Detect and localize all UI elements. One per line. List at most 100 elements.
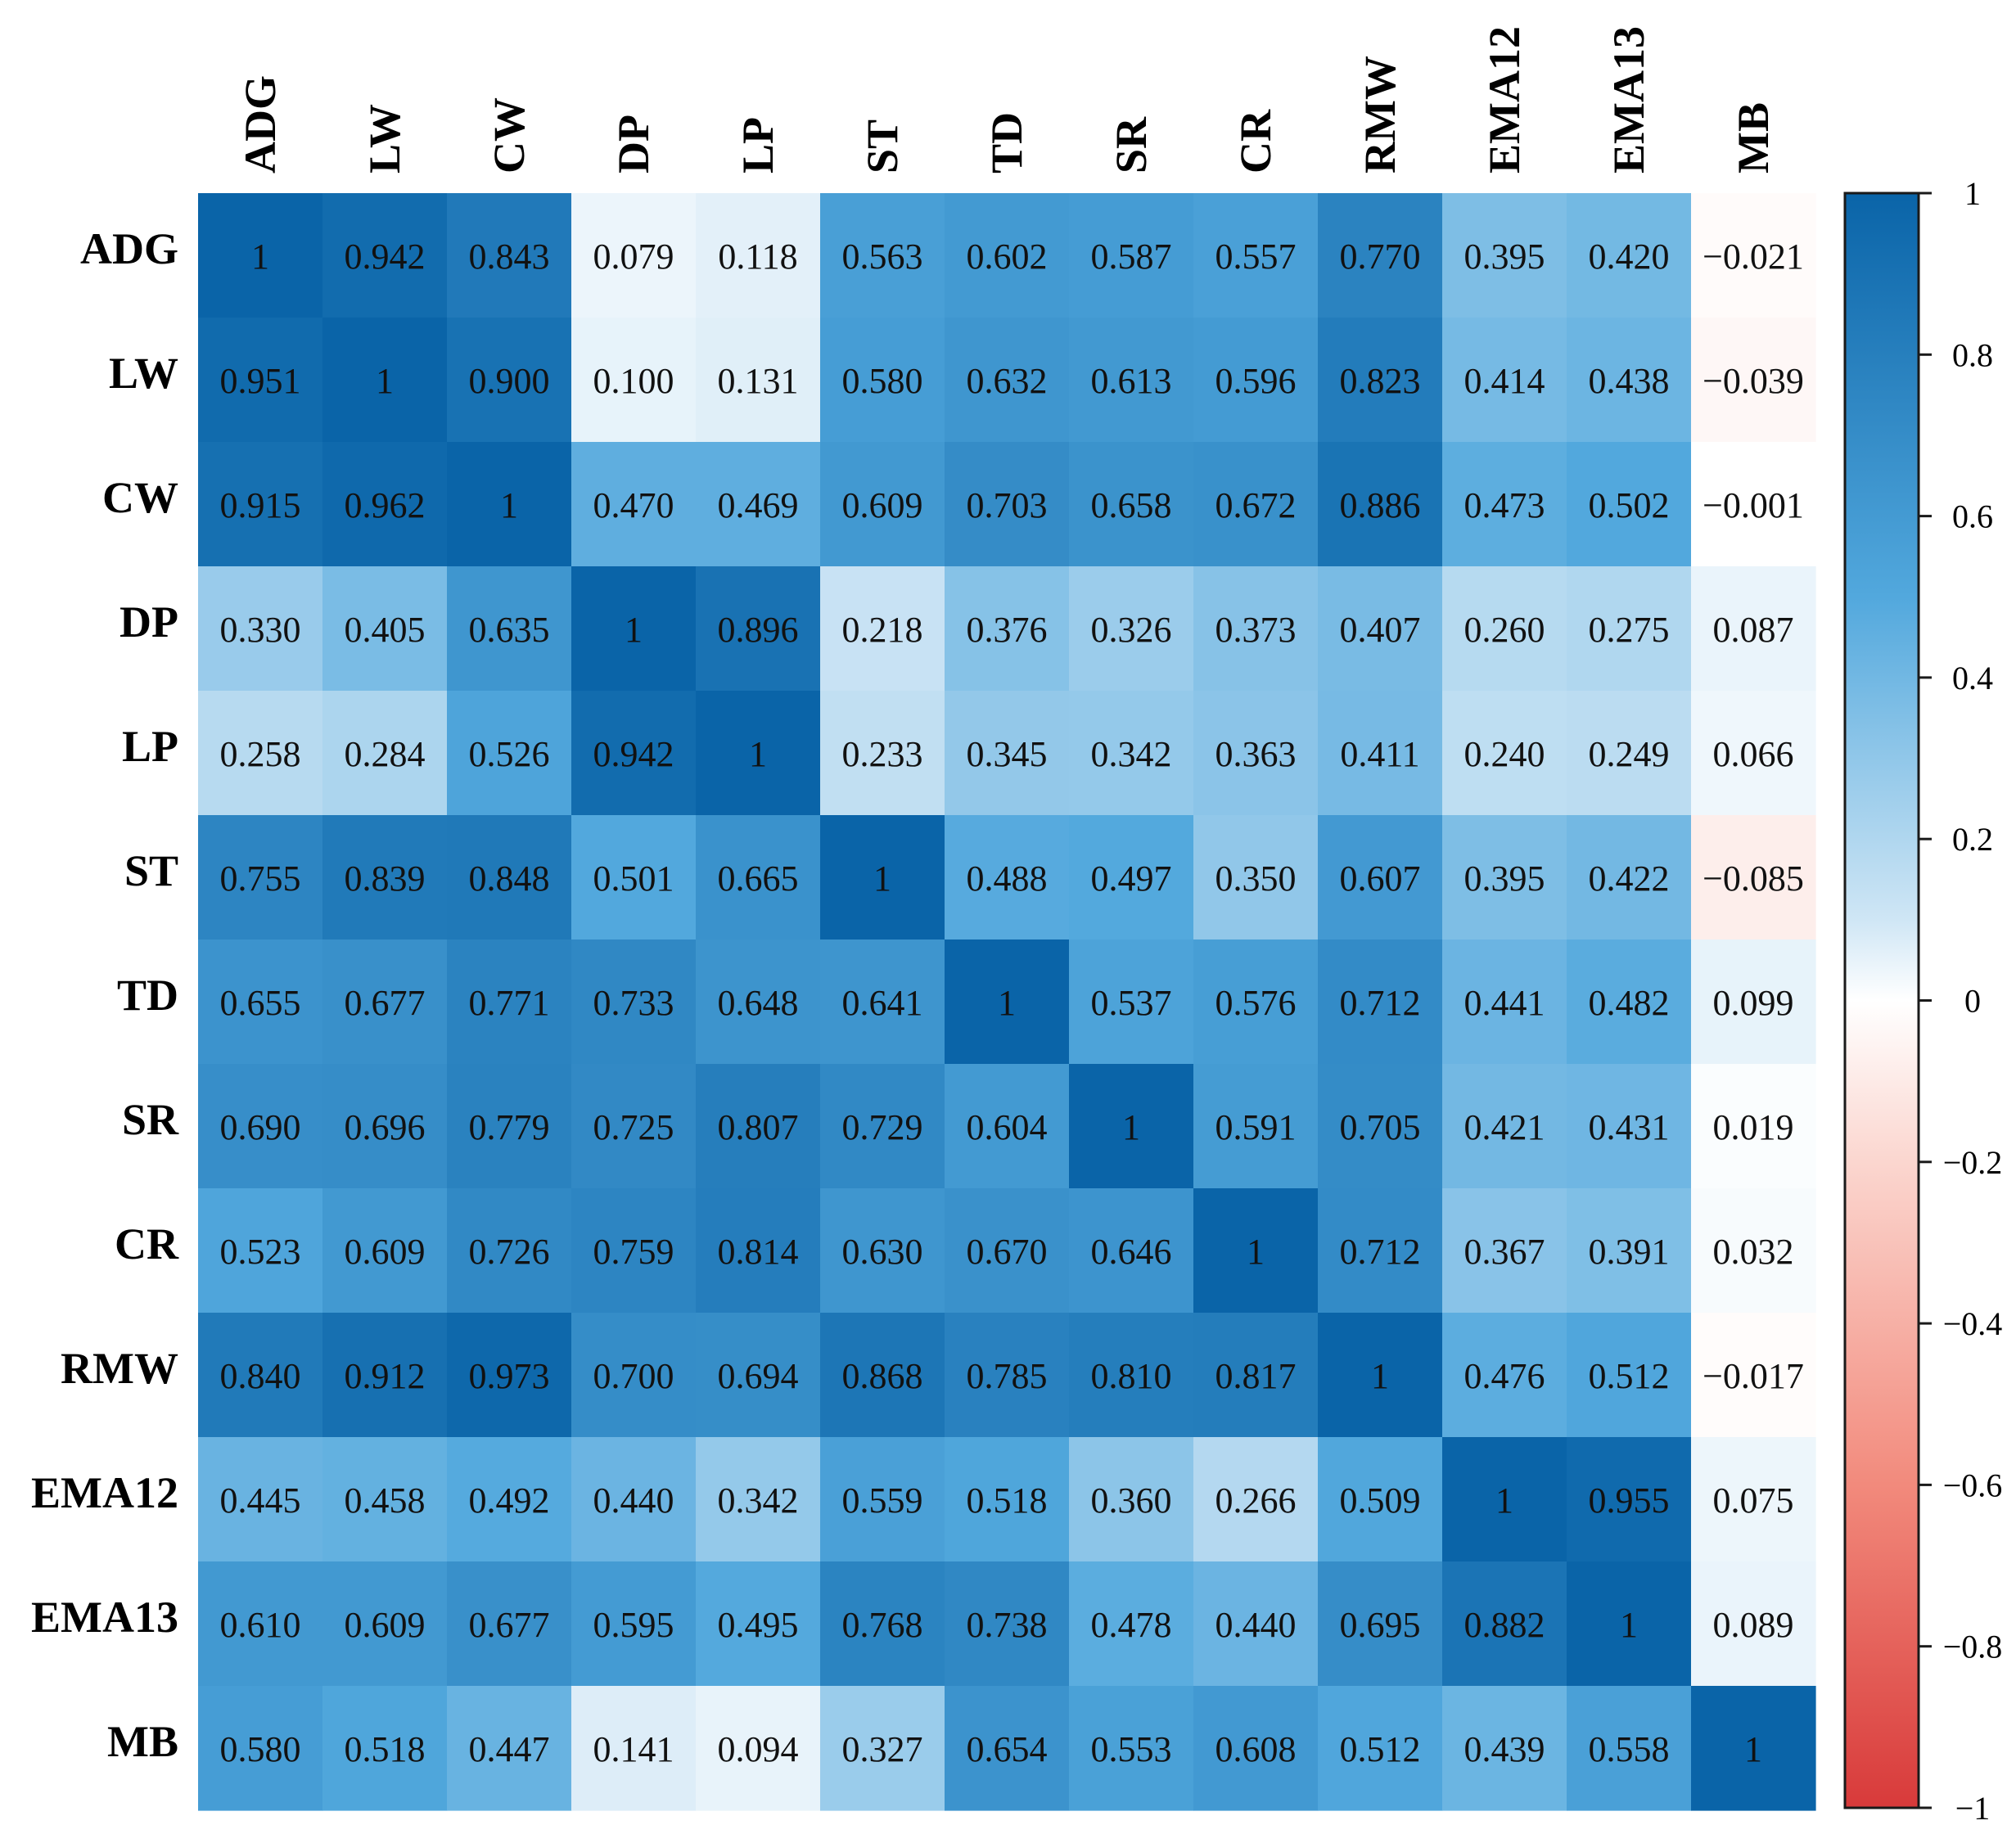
cell-value-label: 0.089 bbox=[1713, 1605, 1794, 1645]
cell-value-label: 0.100 bbox=[593, 361, 674, 401]
cell-value-label: 0.882 bbox=[1464, 1605, 1545, 1645]
heatmap-cell bbox=[322, 442, 448, 567]
cell-value-label: 0.771 bbox=[469, 983, 550, 1023]
heatmap-cell bbox=[1193, 566, 1319, 692]
cell-value-label: 0.284 bbox=[345, 734, 426, 774]
heatmap-cell bbox=[447, 691, 572, 816]
colorbar: 1 0.8 0.6 0.4 0.2 0 −0.2 −0.4 −0.6 −0.8 −1 bbox=[1843, 175, 2002, 1827]
row-label: ST bbox=[124, 846, 178, 895]
heatmap-cell bbox=[1069, 1561, 1194, 1687]
heatmap-cell bbox=[696, 193, 821, 318]
cell-value-label: 0.218 bbox=[842, 610, 923, 650]
cell-value-label: 0.411 bbox=[1340, 734, 1419, 774]
heatmap-cell bbox=[571, 1313, 697, 1438]
cell-value-label: 0.759 bbox=[593, 1232, 674, 1272]
cell-value-label: 1 bbox=[873, 858, 891, 899]
cell-value-label: 0.843 bbox=[469, 237, 550, 277]
heatmap-cell bbox=[322, 815, 448, 940]
heatmap-cell bbox=[1567, 1188, 1692, 1314]
heatmap-cell bbox=[696, 940, 821, 1065]
cell-value-label: 0.431 bbox=[1589, 1107, 1670, 1147]
cell-value-label: 0.373 bbox=[1215, 610, 1297, 650]
cell-value-label: 0.523 bbox=[220, 1232, 301, 1272]
cell-value-label: 0.658 bbox=[1091, 485, 1172, 525]
heatmap-cell bbox=[198, 940, 323, 1065]
heatmap-cell bbox=[198, 566, 323, 692]
cell-value-label: 0.258 bbox=[220, 734, 301, 774]
cell-value-label: 0.768 bbox=[842, 1605, 923, 1645]
heatmap-cell bbox=[1318, 940, 1443, 1065]
heatmap-cell bbox=[820, 815, 945, 940]
heatmap-cell bbox=[447, 1313, 572, 1438]
heatmap-cell bbox=[447, 193, 572, 318]
cell-value-label: 1 bbox=[1247, 1232, 1265, 1272]
cell-value-label: 1 bbox=[998, 983, 1016, 1023]
heatmap-cell bbox=[198, 193, 323, 318]
cell-value-label: 0.131 bbox=[718, 361, 799, 401]
cell-value-label: 0.729 bbox=[842, 1107, 923, 1147]
heatmap-cell bbox=[696, 1686, 821, 1811]
cell-value-label: 0.019 bbox=[1713, 1107, 1794, 1147]
heatmap-cell bbox=[1193, 1188, 1319, 1314]
heatmap-cell bbox=[571, 566, 697, 692]
column-label: RMW bbox=[1355, 56, 1405, 173]
cell-value-label: 0.705 bbox=[1340, 1107, 1421, 1147]
cell-value-label: 0.595 bbox=[593, 1605, 674, 1645]
heatmap-cell bbox=[945, 1686, 1070, 1811]
cell-value-label: 0.501 bbox=[593, 858, 674, 899]
cell-value-label: 0.075 bbox=[1713, 1480, 1794, 1521]
heatmap-cell bbox=[696, 1188, 821, 1314]
heatmap-cell bbox=[571, 940, 697, 1065]
cell-value-label: 0.537 bbox=[1091, 983, 1172, 1023]
heatmap-cell bbox=[1567, 566, 1692, 692]
cell-value-label: 0.807 bbox=[718, 1107, 799, 1147]
heatmap-cell bbox=[820, 1561, 945, 1687]
cell-value-label: 0.738 bbox=[967, 1605, 1048, 1645]
cell-value-label: 0.654 bbox=[967, 1729, 1048, 1769]
row-label: EMA12 bbox=[31, 1468, 178, 1517]
column-label: ADG bbox=[236, 75, 285, 173]
heatmap-cell bbox=[322, 1313, 448, 1438]
heatmap-cell bbox=[198, 1064, 323, 1189]
cell-value-label: 0.726 bbox=[469, 1232, 550, 1272]
heatmap-cell bbox=[945, 1188, 1070, 1314]
heatmap-cell bbox=[945, 1437, 1070, 1562]
cell-value-label: 0.672 bbox=[1215, 485, 1297, 525]
heatmap-cell bbox=[198, 1686, 323, 1811]
cell-value-label: 0.712 bbox=[1340, 1232, 1421, 1272]
column-label: SR bbox=[1107, 116, 1156, 173]
heatmap-cell bbox=[696, 691, 821, 816]
heatmap-cell bbox=[1567, 1686, 1692, 1811]
heatmap-cell bbox=[1193, 1686, 1319, 1811]
cell-value-label: 0.482 bbox=[1589, 983, 1670, 1023]
heatmap-cell bbox=[198, 691, 323, 816]
heatmap-cell bbox=[945, 1561, 1070, 1687]
cell-value-label: 0.495 bbox=[718, 1605, 799, 1645]
heatmap-cell bbox=[1193, 1437, 1319, 1562]
cell-value-label: 0.733 bbox=[593, 983, 674, 1023]
row-label: EMA13 bbox=[31, 1593, 178, 1642]
cell-value-label: 0.591 bbox=[1215, 1107, 1297, 1147]
heatmap-cell bbox=[945, 318, 1070, 443]
heatmap-cell bbox=[571, 1188, 697, 1314]
cell-value-label: 0.512 bbox=[1589, 1356, 1670, 1396]
heatmap-cell bbox=[1193, 193, 1319, 318]
cell-value-label: 0.690 bbox=[220, 1107, 301, 1147]
heatmap-cell bbox=[696, 1561, 821, 1687]
column-labels: ADG LW CW DP LP ST TD SR CR RMW EMA12 EMA13 MB bbox=[236, 26, 1778, 173]
cell-value-label: 1 bbox=[500, 485, 518, 525]
cell-value-label: 0.810 bbox=[1091, 1356, 1172, 1396]
cell-value-label: 0.635 bbox=[469, 610, 550, 650]
heatmap-cell bbox=[447, 1686, 572, 1811]
heatmap-cell bbox=[1691, 1313, 1816, 1438]
heatmap-cell bbox=[1442, 1188, 1567, 1314]
heatmap-cell bbox=[322, 193, 448, 318]
column-label: CR bbox=[1231, 109, 1280, 173]
cell-value-label: 0.694 bbox=[718, 1356, 799, 1396]
heatmap-cell bbox=[820, 1064, 945, 1189]
heatmap-cell bbox=[1567, 815, 1692, 940]
cell-value-label: 0.345 bbox=[967, 734, 1048, 774]
row-label: CW bbox=[102, 473, 178, 522]
cell-value-label: 0.785 bbox=[967, 1356, 1048, 1396]
cell-value-label: 0.367 bbox=[1464, 1232, 1545, 1272]
